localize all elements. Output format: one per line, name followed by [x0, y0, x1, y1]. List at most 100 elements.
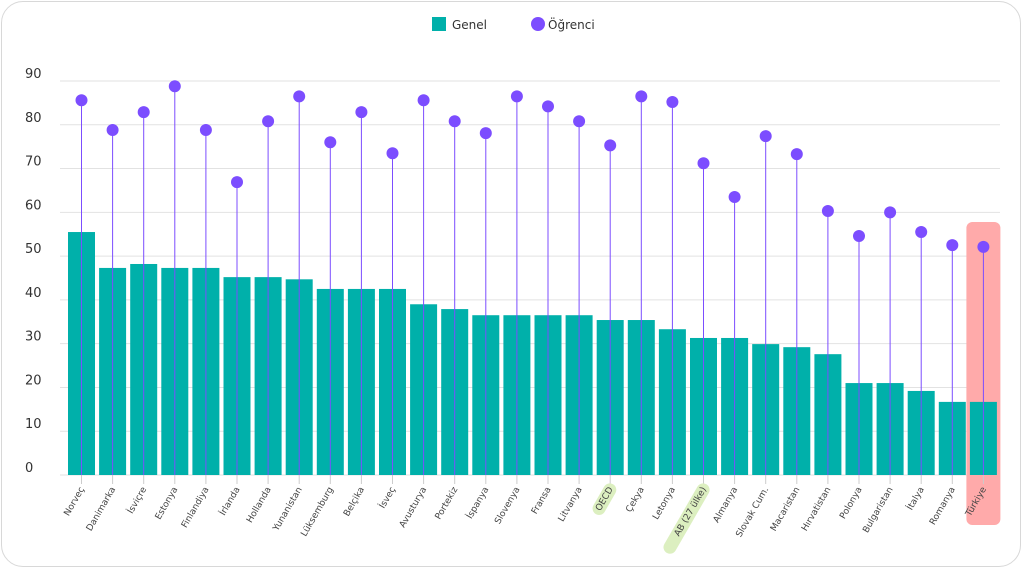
x-label-group: Letonya — [651, 486, 678, 522]
y-tick-label: 10 — [25, 417, 42, 432]
x-label-group: Almanya — [712, 486, 740, 525]
x-label-group: Slovenya — [493, 486, 522, 527]
x-tick-label: Avusturya — [398, 486, 429, 530]
x-tick-label: Norveç — [63, 485, 88, 518]
dot-4 — [168, 80, 181, 93]
x-label-group: Litvanya — [557, 486, 585, 524]
x-label-group: Estonya — [154, 486, 181, 522]
x-label-group: Romanya — [928, 486, 958, 528]
dot-6 — [231, 176, 243, 189]
x-tick-label: AB (27 ülke) — [673, 486, 709, 539]
x-tick-label: Belçika — [342, 486, 367, 519]
dot-20 — [666, 96, 679, 109]
x-tick-label: Slovak Cum. — [735, 486, 772, 540]
x-label-group: İsveç — [377, 485, 398, 511]
x-label-group: İsviçre — [125, 485, 149, 516]
x-label-group: Çekya — [624, 486, 646, 515]
x-tick-label: İtalya — [905, 485, 927, 512]
dot-27 — [884, 206, 897, 219]
x-label-group: Slovak Cum. — [735, 486, 772, 540]
dot-25 — [821, 205, 834, 218]
dot-28 — [915, 226, 928, 239]
x-label-group: İtalya — [905, 485, 927, 512]
y-tick-label: 40 — [25, 286, 42, 301]
dot-16 — [542, 100, 554, 113]
dot-9 — [324, 136, 337, 149]
x-tick-label: Finlandiya — [180, 486, 211, 530]
dot-12 — [417, 94, 430, 107]
dot-17 — [573, 115, 586, 128]
highlight-pill — [592, 483, 617, 515]
x-tick-label: Bulgaristan — [861, 486, 895, 535]
dot-18 — [604, 139, 617, 152]
x-tick-label: Fransa — [530, 486, 553, 517]
dot-26 — [853, 229, 865, 242]
x-tick-label: Letonya — [651, 486, 678, 522]
x-label-group: Belçika — [342, 486, 367, 519]
x-label-group: Hırvatistan — [800, 486, 833, 534]
x-label-group: Danimarka — [85, 486, 118, 534]
x-tick-label: Danimarka — [85, 486, 118, 534]
x-label-group: Macaristan — [769, 486, 802, 534]
y-tick-label: 30 — [25, 330, 42, 345]
x-tick-label: Almanya — [712, 486, 740, 525]
x-label-group: İspanya — [464, 485, 491, 521]
x-tick-label: İsviçre — [125, 485, 149, 516]
x-label-group: Finlandiya — [180, 486, 211, 530]
x-tick-label: Lüksemburg — [300, 486, 336, 539]
dot-14 — [479, 127, 492, 140]
highlight-pill — [663, 483, 710, 554]
dot-21 — [697, 157, 710, 170]
y-tick-label: 80 — [25, 111, 42, 126]
y-tick-label: 0 — [25, 461, 33, 476]
dot-24 — [790, 148, 803, 161]
x-label-group: Fransa — [530, 486, 553, 517]
x-label-group: OECD — [592, 483, 617, 515]
legend: Genel Öğrenci — [432, 16, 595, 32]
x-tick-label: Hırvatistan — [800, 486, 833, 534]
dot-7 — [262, 115, 275, 128]
dot-10 — [355, 106, 368, 119]
legend-label-ogrenci: Öğrenci — [548, 16, 595, 32]
x-label-group: Norveç — [63, 485, 88, 518]
legend-label-genel: Genel — [452, 18, 487, 32]
legend-swatch-ogrenci — [531, 17, 545, 31]
y-tick-label: 50 — [25, 242, 42, 257]
y-tick-label: 70 — [25, 155, 42, 170]
x-tick-label: İspanya — [464, 485, 491, 521]
dot-5 — [199, 124, 212, 137]
dot-8 — [293, 90, 306, 103]
x-label-group: Lüksemburg — [300, 486, 336, 539]
dot-13 — [448, 115, 461, 128]
x-tick-label: Çekya — [624, 486, 646, 515]
dot-3 — [137, 106, 150, 119]
x-tick-label: Slovenya — [493, 486, 522, 527]
x-label-group: Avusturya — [398, 486, 429, 530]
dot-11 — [386, 147, 399, 160]
x-label-group: Polonya — [838, 486, 864, 521]
x-label-group: Hollanda — [245, 486, 274, 525]
x-tick-label: Yunanistan — [271, 486, 305, 534]
dot-19 — [635, 90, 648, 103]
x-tick-label: Estonya — [154, 486, 181, 522]
dot-22 — [728, 191, 741, 204]
x-tick-label: Portekiz — [434, 485, 461, 521]
x-label-group: Portekiz — [434, 485, 461, 521]
dot-15 — [510, 90, 523, 103]
x-tick-label: İsveç — [377, 485, 398, 511]
dot-1 — [75, 94, 88, 107]
legend-swatch-genel — [432, 17, 446, 31]
x-tick-label: İrlanda — [217, 485, 242, 518]
y-tick-label: 20 — [25, 373, 42, 388]
y-tick-label: 60 — [25, 198, 42, 213]
dot-23 — [759, 130, 772, 143]
x-label-group: Bulgaristan — [861, 486, 895, 535]
x-tick-label: Litvanya — [557, 486, 585, 524]
dot-30 — [977, 240, 990, 253]
x-tick-label: Romanya — [928, 486, 958, 528]
x-label-group: Yunanistan — [271, 486, 305, 534]
x-label-group: İrlanda — [217, 485, 242, 518]
x-tick-label: Macaristan — [769, 486, 802, 534]
